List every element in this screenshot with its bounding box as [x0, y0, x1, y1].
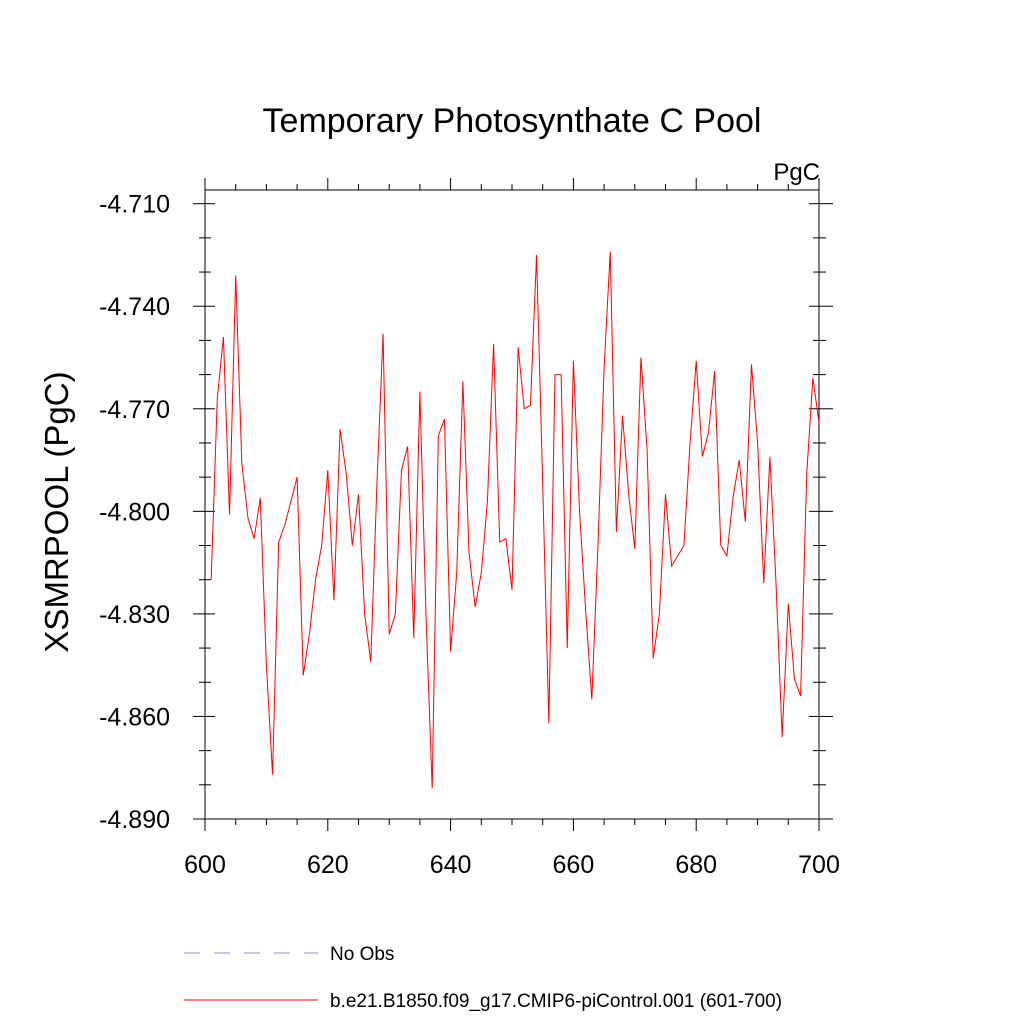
y-tick-label: -4.890	[99, 806, 170, 834]
x-axis: 600 620 640 660 680 700	[184, 178, 840, 879]
x-tick-label: 620	[307, 851, 349, 879]
y-tick-label: -4.740	[99, 293, 170, 321]
x-tick-label: 660	[553, 851, 595, 879]
y-axis-label: XSMRPOOL (PgC)	[38, 371, 75, 652]
chart-title: Temporary Photosynthate C Pool	[263, 102, 762, 140]
y-axis: -4.710 -4.740 -4.770 -4.800 -4.830 -4.860 -4.8…	[99, 191, 833, 834]
plot-border	[204, 189, 820, 820]
series-layer	[210, 251, 820, 789]
y-tick-label: -4.770	[99, 396, 170, 424]
y-tick-label: -4.710	[99, 191, 170, 219]
y-tick-label: -4.800	[99, 498, 170, 526]
series-line	[210, 251, 820, 789]
legend-label: b.e21.B1850.f09_g17.CMIP6-piControl.001 …	[330, 991, 782, 1012]
units-label: PgC	[773, 159, 820, 186]
y-tick-label: -4.860	[99, 703, 170, 731]
x-tick-label: 680	[675, 851, 717, 879]
x-tick-label: 700	[798, 851, 840, 879]
legend: No Obs b.e21.B1850.f09_g17.CMIP6-piContro…	[184, 944, 782, 1012]
x-tick-label: 640	[430, 851, 472, 879]
y-tick-label: -4.830	[99, 601, 170, 629]
plot-frame	[204, 189, 820, 820]
x-tick-label: 600	[184, 851, 226, 879]
legend-label: No Obs	[330, 944, 394, 965]
